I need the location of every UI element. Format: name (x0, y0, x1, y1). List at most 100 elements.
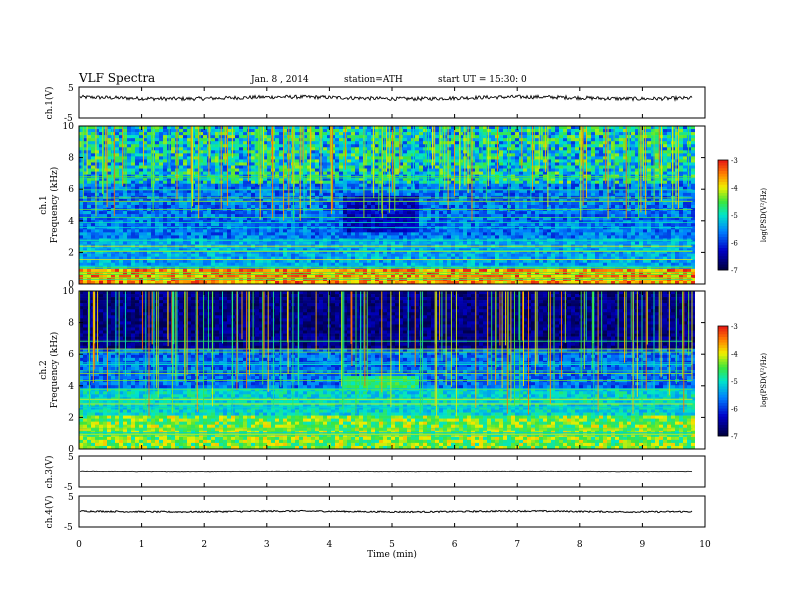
spec1-cell (171, 171, 175, 175)
spec1-cell (571, 211, 575, 215)
spec1-cell (163, 129, 167, 133)
spec1-cell (415, 183, 419, 188)
spec1-cell (103, 214, 107, 218)
spec1-cell (127, 180, 131, 185)
spec1-cell (679, 180, 683, 185)
spec1-cell (335, 141, 339, 145)
spec1-cell (411, 198, 415, 203)
spec1-cell (251, 156, 255, 160)
spec1-cell (423, 220, 427, 224)
spec1-cell (351, 129, 355, 133)
spec1-cell (215, 198, 219, 203)
spec1-cell (139, 214, 143, 218)
spec1-cell (235, 141, 239, 145)
spec1-cell (99, 144, 103, 148)
spec1-cell (515, 171, 519, 175)
spec1-cell (235, 214, 239, 218)
spec1-cell (139, 192, 143, 197)
spec1-cell (431, 168, 435, 172)
spec1-cell (607, 159, 611, 163)
spec1-cell (215, 141, 219, 145)
spec1-cell (115, 183, 119, 188)
spec1-cell (263, 141, 267, 145)
spec1-cell (459, 205, 463, 209)
spec1-cell (531, 192, 535, 197)
spec1-cell (283, 159, 287, 163)
spec1-cell (455, 177, 459, 181)
spec1-cell (475, 192, 479, 197)
spec1-cell (303, 205, 307, 209)
spec1-cell (183, 201, 187, 206)
spec1-cell (315, 126, 319, 130)
spec1-cell (399, 177, 403, 181)
spec1-cell (667, 201, 671, 206)
spec1-cell (363, 183, 367, 188)
spec1-cell (527, 177, 531, 181)
spec1-cell (103, 205, 107, 209)
spec1-cell (155, 135, 159, 139)
spec1-cell (687, 126, 691, 130)
spec1-cell (347, 150, 351, 154)
spec1-cell (687, 168, 691, 172)
spec1-cell (503, 180, 507, 185)
spec1-cell (459, 141, 463, 145)
spec1-cell (95, 183, 99, 188)
spec1-image (79, 126, 695, 285)
spec1-cell (483, 217, 487, 221)
spec1-cell (95, 132, 99, 136)
spec1-cell (207, 211, 211, 215)
spec1-cell (355, 183, 359, 188)
spec1-cell (183, 129, 187, 133)
spec1-cell (367, 211, 371, 215)
spec1-cell (623, 183, 627, 188)
spec1-cell (91, 162, 95, 166)
spec1-cell (215, 156, 219, 160)
spec1-cell (323, 177, 327, 181)
spec1-cell (219, 220, 223, 224)
spec1-cell (619, 214, 623, 218)
spec1-cell (335, 147, 339, 151)
spec1-cell (103, 144, 107, 148)
spec1-cell (163, 205, 167, 209)
spec1-cell (471, 192, 475, 197)
spec1-cell (215, 126, 219, 130)
spec1-cell (91, 171, 95, 175)
spec1-cell (211, 186, 215, 191)
spec1-cell (607, 198, 611, 203)
spec1-cell (431, 186, 435, 191)
spec1-cell (415, 159, 419, 163)
spec1-cell (147, 129, 151, 133)
spec1-cell (659, 159, 663, 163)
spec1-cell (379, 198, 383, 203)
spec1-cell (651, 156, 655, 160)
spec1-cell (79, 211, 83, 215)
spec1-cell (211, 156, 215, 160)
spec1-cell (595, 189, 599, 194)
spec1-cell (575, 171, 579, 175)
spec1-cell (539, 214, 543, 218)
spec1-cell (471, 201, 475, 206)
spec1-cell (559, 211, 563, 215)
spec1-cell (239, 141, 243, 145)
spec1-cell (419, 162, 423, 166)
spec1-cell (351, 180, 355, 185)
spec1-cell (299, 147, 303, 151)
spec1-cell (539, 159, 543, 163)
spec1-cell (347, 205, 351, 209)
spec1-cell (263, 186, 267, 191)
spec1-cell (683, 198, 687, 203)
spec1-cell (447, 180, 451, 185)
spec1-cell (403, 186, 407, 191)
spec1-cell (187, 180, 191, 185)
spec1-cell (547, 135, 551, 139)
spec1-cell (495, 211, 499, 215)
spec1-cell (107, 217, 111, 221)
spec1-cell (223, 205, 227, 209)
spec1-cell (683, 138, 687, 142)
spec1-cell (247, 156, 251, 160)
spec1-cell (243, 186, 247, 191)
spec1-cell (551, 192, 555, 197)
spec1-cell (563, 156, 567, 160)
spec1-cell (515, 189, 519, 194)
spec1-cell (183, 138, 187, 142)
